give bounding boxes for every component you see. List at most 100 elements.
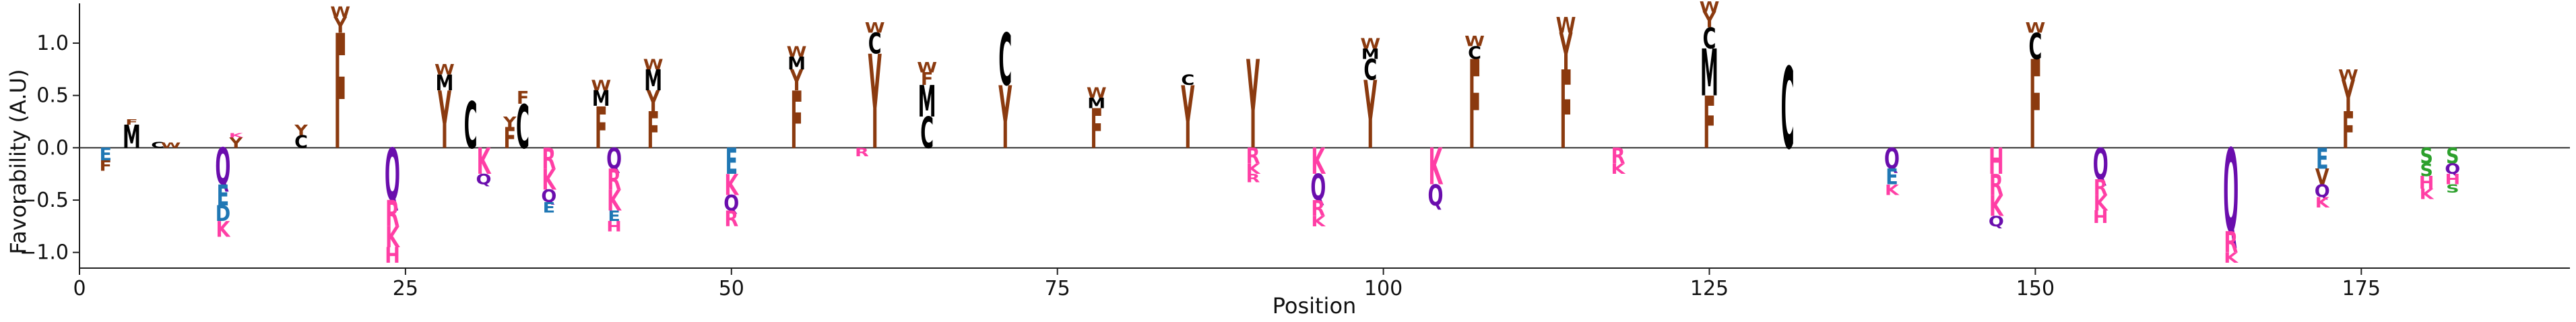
logo-letter-Y: Y xyxy=(1363,62,1377,170)
logo-letter-R: R xyxy=(1989,169,2003,202)
logo-letter-K: K xyxy=(1311,213,1326,230)
logo-letter-R: R xyxy=(542,143,556,176)
y-axis-title: Favorability (A.U) xyxy=(5,69,31,255)
logo-letter-F: F xyxy=(334,2,346,186)
logo-letter-W: W xyxy=(643,56,664,73)
logo-letter-K: K xyxy=(607,185,622,218)
logo-letter-F: F xyxy=(99,157,111,174)
logo-letter-M: M xyxy=(787,55,806,74)
logo-letter-Q: Q xyxy=(541,187,556,207)
logo-letter-W: W xyxy=(787,43,807,60)
logo-letter-Q: Q xyxy=(1989,213,2004,230)
logo-letter-Y: Y xyxy=(646,86,660,119)
y-tick-label: 1.0 xyxy=(36,32,69,55)
logo-letter-S: S xyxy=(2420,144,2433,169)
logo-letter-D: D xyxy=(216,201,230,226)
y-tick-label: 0.0 xyxy=(36,136,69,160)
logo-letter-W: W xyxy=(330,3,350,20)
logo-letter-F: F xyxy=(1091,98,1103,162)
logo-letter-R: R xyxy=(1246,172,1260,186)
logo-letter-E: E xyxy=(217,180,229,213)
logo-letter-C: C xyxy=(1703,23,1716,56)
x-axis-title: Position xyxy=(1273,293,1357,319)
logo-letter-K: K xyxy=(1989,190,2004,223)
logo-letter-K: K xyxy=(1885,181,1900,198)
logo-letter-H: H xyxy=(2419,174,2435,193)
logo-letter-Y: Y xyxy=(1559,24,1573,82)
logo-letter-E: E xyxy=(99,146,111,165)
logo-letter-R: R xyxy=(855,146,869,160)
y-tick-label: −0.5 xyxy=(20,189,69,212)
logo-letter-W: W xyxy=(1087,84,1107,101)
logo-letter-K: K xyxy=(542,164,556,197)
logo-letter-K: K xyxy=(2420,185,2435,202)
x-tick-label: 150 xyxy=(2016,277,2055,300)
logo-letter-M: M xyxy=(592,86,610,111)
logo-letter-F: F xyxy=(2342,102,2354,160)
logo-letter-Q: Q xyxy=(1884,143,1900,176)
logo-letter-E: E xyxy=(1886,165,1898,190)
logo-letter-Q: Q xyxy=(476,171,492,188)
logo-letter-E: E xyxy=(543,199,555,216)
logo-letter-K: K xyxy=(1429,139,1444,197)
logo-letter-W: W xyxy=(2025,19,2045,36)
logo-letter-R: R xyxy=(1311,196,1325,221)
logo-letter-K: K xyxy=(1611,160,1626,177)
logo-letter-C: C xyxy=(1363,54,1377,87)
logo-letter-F: F xyxy=(2029,36,2041,177)
logo-letter-C: C xyxy=(516,92,529,162)
logo-letter-C: C xyxy=(294,133,308,152)
logo-letter-C: C xyxy=(1468,44,1481,63)
logo-letter-S: S xyxy=(2446,183,2459,196)
logo-letter-W: W xyxy=(1700,0,1720,15)
logo-letter-F: F xyxy=(1469,36,1481,177)
logo-letter-Y: Y xyxy=(1702,8,1716,33)
logo-letter-F: F xyxy=(1703,82,1715,165)
logo-letter-R: R xyxy=(2224,227,2238,260)
logo-letter-K: K xyxy=(2094,191,2108,216)
logo-letter-K: K xyxy=(229,132,245,139)
logo-letter-H: H xyxy=(385,243,400,268)
logo-letter-W: W xyxy=(1360,35,1380,52)
logo-letter-C: C xyxy=(464,88,478,164)
logo-letter-H: H xyxy=(1989,141,2004,183)
logo-letter-C: C xyxy=(998,20,1012,102)
x-tick-label: 75 xyxy=(1045,277,1070,300)
logo-letter-K: K xyxy=(385,222,400,255)
logo-letter-Q: Q xyxy=(2093,139,2108,190)
logo-letter-W: W xyxy=(591,77,611,94)
y-tick-label: 0.5 xyxy=(36,84,69,108)
logo-letter-M: M xyxy=(1361,45,1380,62)
logo-letter-S: S xyxy=(2446,144,2459,169)
logo-letter-F: F xyxy=(517,89,529,108)
logo-letter-Y: Y xyxy=(294,122,308,139)
logo-letter-Y: Y xyxy=(333,13,347,38)
logo-letter-R: R xyxy=(1611,144,1625,169)
logo-letter-Q: Q xyxy=(2315,182,2330,201)
logo-letter-Y: Y xyxy=(228,134,243,151)
logo-letter-M: M xyxy=(1087,94,1105,111)
logo-letter-H: H xyxy=(2445,171,2460,188)
logo-letter-Q: Q xyxy=(385,135,400,218)
logo-letter-K: K xyxy=(477,141,492,183)
logo-letter-E: E xyxy=(2316,143,2328,176)
x-tick-label: 0 xyxy=(73,277,86,300)
logo-letter-Q: Q xyxy=(2445,160,2460,177)
logo-letter-F: F xyxy=(1559,49,1572,173)
logo-letter-Y: Y xyxy=(998,67,1012,168)
logo-letter-S: S xyxy=(2420,161,2433,181)
logo-letter-Q: Q xyxy=(723,191,739,216)
logo-letter-C: C xyxy=(920,107,934,158)
logo-letter-W: W xyxy=(161,141,181,150)
logo-letter-R: R xyxy=(607,164,621,197)
logo-letter-Y: Y xyxy=(2342,71,2355,122)
x-tick-label: 175 xyxy=(2342,277,2381,300)
logo-letter-Q: Q xyxy=(1310,167,1326,209)
logo-letter-W: W xyxy=(865,19,885,36)
logo-letter-K: K xyxy=(724,169,739,202)
x-tick-label: 25 xyxy=(393,277,418,300)
logo-letter-C: C xyxy=(151,139,164,150)
logo-letter-M: M xyxy=(644,65,662,98)
logo-letter-C: C xyxy=(2028,26,2042,67)
